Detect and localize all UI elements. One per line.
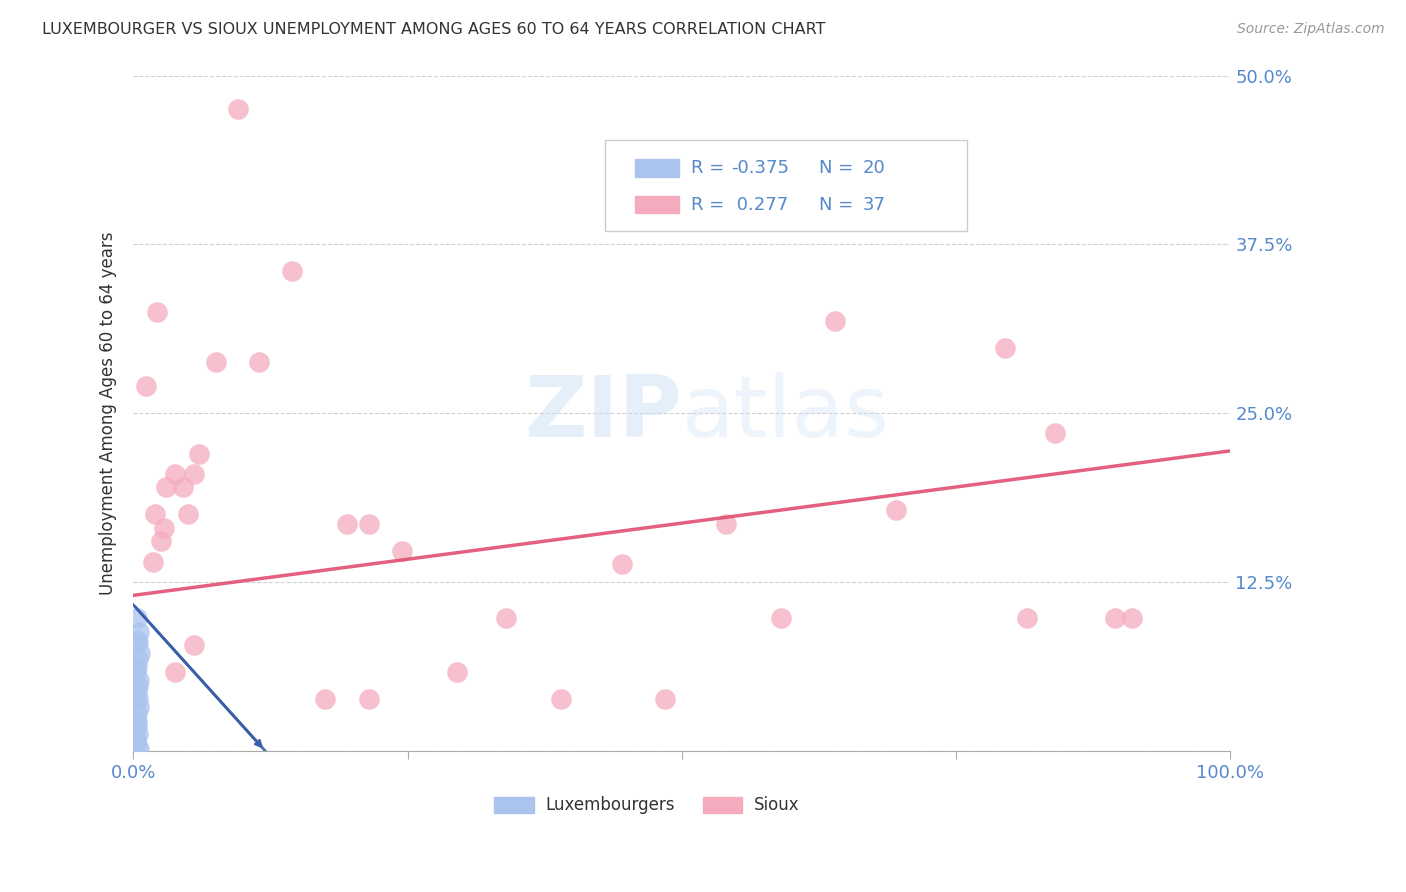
- Point: [124, 732, 146, 747]
- Point: [143, 508, 166, 522]
- Text: R =: R =: [690, 159, 730, 178]
- Point: [129, 647, 152, 661]
- Point: [654, 692, 676, 706]
- Point: [128, 700, 150, 714]
- Point: [125, 714, 148, 728]
- Point: [177, 508, 200, 522]
- Point: [994, 341, 1017, 355]
- FancyBboxPatch shape: [634, 160, 679, 177]
- Point: [249, 355, 271, 369]
- Point: [127, 679, 149, 693]
- Point: [1043, 426, 1066, 441]
- Point: [884, 503, 907, 517]
- Text: atlas: atlas: [682, 372, 890, 455]
- Point: [125, 632, 148, 647]
- FancyBboxPatch shape: [605, 140, 967, 231]
- Point: [769, 611, 792, 625]
- Point: [155, 480, 177, 494]
- Point: [446, 665, 468, 680]
- Text: 37: 37: [863, 195, 886, 213]
- Point: [183, 638, 205, 652]
- Point: [188, 446, 211, 460]
- Text: LUXEMBOURGER VS SIOUX UNEMPLOYMENT AMONG AGES 60 TO 64 YEARS CORRELATION CHART: LUXEMBOURGER VS SIOUX UNEMPLOYMENT AMONG…: [42, 22, 825, 37]
- Point: [127, 692, 149, 706]
- Point: [128, 742, 150, 756]
- Text: 20: 20: [863, 159, 886, 178]
- FancyBboxPatch shape: [495, 797, 534, 813]
- Point: [204, 355, 226, 369]
- Point: [495, 611, 517, 625]
- Text: R =: R =: [690, 195, 730, 213]
- Text: N =: N =: [818, 159, 859, 178]
- Point: [153, 521, 176, 535]
- Point: [146, 305, 169, 319]
- Point: [359, 692, 381, 706]
- Text: -0.375: -0.375: [731, 159, 789, 178]
- Point: [163, 467, 186, 481]
- Point: [124, 665, 146, 680]
- Point: [135, 379, 157, 393]
- Point: [149, 534, 172, 549]
- Point: [125, 706, 148, 720]
- Point: [125, 738, 148, 752]
- Point: [127, 652, 149, 666]
- Point: [125, 719, 148, 733]
- Point: [125, 660, 148, 674]
- Point: [127, 727, 149, 741]
- Point: [1017, 611, 1039, 625]
- Point: [281, 264, 304, 278]
- Point: [314, 692, 336, 706]
- Text: 0.277: 0.277: [731, 195, 789, 213]
- Text: Source: ZipAtlas.com: Source: ZipAtlas.com: [1237, 22, 1385, 37]
- Point: [610, 558, 633, 572]
- Point: [142, 555, 165, 569]
- Point: [336, 516, 359, 531]
- Point: [172, 480, 194, 494]
- Point: [127, 635, 149, 649]
- Point: [550, 692, 572, 706]
- Text: Sioux: Sioux: [754, 796, 800, 814]
- Point: [1121, 611, 1143, 625]
- Text: Luxembourgers: Luxembourgers: [546, 796, 675, 814]
- Point: [391, 543, 413, 558]
- FancyBboxPatch shape: [703, 797, 742, 813]
- Point: [128, 673, 150, 688]
- Point: [163, 665, 186, 680]
- Point: [1104, 611, 1126, 625]
- Point: [714, 516, 737, 531]
- FancyBboxPatch shape: [634, 196, 679, 213]
- Point: [183, 467, 205, 481]
- Point: [359, 516, 381, 531]
- Point: [125, 611, 148, 625]
- Point: [125, 685, 148, 699]
- Point: [226, 103, 249, 117]
- Y-axis label: Unemployment Among Ages 60 to 64 years: Unemployment Among Ages 60 to 64 years: [100, 231, 117, 595]
- Point: [824, 314, 846, 328]
- Text: ZIP: ZIP: [524, 372, 682, 455]
- Point: [128, 624, 150, 639]
- Text: N =: N =: [818, 195, 859, 213]
